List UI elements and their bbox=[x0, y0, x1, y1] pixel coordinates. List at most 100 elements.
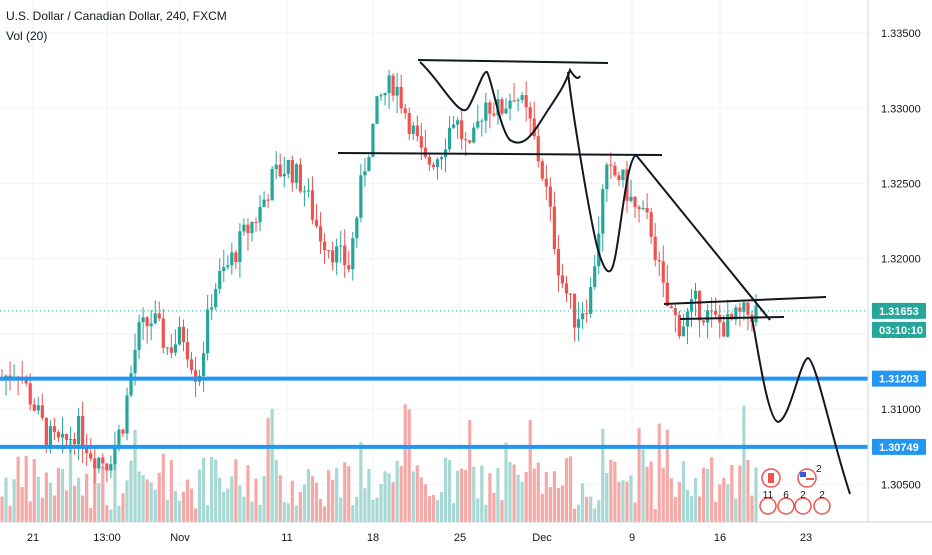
volume-bar bbox=[339, 497, 343, 522]
candle-body bbox=[185, 342, 190, 360]
candle-body bbox=[282, 173, 286, 177]
volume-bar bbox=[560, 485, 565, 522]
volume-bar bbox=[125, 480, 129, 522]
candle-body bbox=[560, 275, 565, 284]
candle-body bbox=[68, 438, 73, 440]
volume-bar bbox=[706, 468, 710, 522]
candle-body bbox=[367, 156, 371, 172]
volume-bar bbox=[476, 498, 480, 522]
volume-bar bbox=[294, 505, 298, 522]
volume-bar bbox=[379, 483, 383, 522]
candle-body bbox=[36, 405, 40, 411]
candle-body bbox=[274, 164, 278, 170]
candle-body bbox=[576, 319, 581, 328]
volume-bar bbox=[738, 465, 742, 522]
volume-bar bbox=[12, 479, 16, 522]
volume-bar bbox=[314, 482, 319, 522]
candle-body bbox=[677, 314, 681, 337]
projection-drawing bbox=[567, 71, 637, 273]
volume-bar bbox=[697, 496, 702, 522]
volume-bar bbox=[48, 482, 52, 522]
candle-body bbox=[326, 250, 331, 252]
volume-bar bbox=[8, 505, 12, 522]
candle-body bbox=[697, 290, 702, 321]
volume-indicator-label: Vol (20) bbox=[6, 29, 48, 43]
candle-body bbox=[379, 95, 383, 97]
time-tick-label: 16 bbox=[714, 532, 726, 544]
volume-bar bbox=[359, 441, 363, 522]
candle-body bbox=[153, 313, 157, 324]
event-markers[interactable]: 211 6 2 2 bbox=[759, 464, 831, 515]
volume-bar bbox=[552, 471, 556, 522]
candle-body bbox=[480, 120, 484, 122]
candle-body bbox=[528, 107, 532, 119]
volume-bar bbox=[197, 469, 202, 522]
candle-body bbox=[653, 236, 657, 261]
candle-body bbox=[157, 313, 161, 319]
candle-body bbox=[617, 175, 621, 181]
candle-body bbox=[726, 314, 730, 337]
horizontal-levels[interactable] bbox=[0, 310, 868, 449]
volume-bar bbox=[456, 470, 460, 522]
candle-body bbox=[460, 120, 464, 140]
candle-body bbox=[189, 359, 194, 371]
candle-body bbox=[411, 125, 415, 135]
volume-bar bbox=[44, 472, 48, 522]
current-price-label: 1.31653 bbox=[879, 306, 919, 318]
volume-bar bbox=[97, 483, 101, 522]
volume-bar bbox=[68, 440, 73, 522]
volume-bar bbox=[536, 462, 540, 522]
volume-bar bbox=[60, 468, 65, 522]
volume-bar bbox=[64, 490, 69, 522]
volume-bar bbox=[81, 495, 85, 522]
candle-body bbox=[121, 429, 125, 434]
candle-body bbox=[238, 231, 242, 263]
candle-body bbox=[306, 190, 311, 192]
candle-body bbox=[593, 266, 597, 288]
candle-body bbox=[552, 206, 556, 250]
volume-bar bbox=[689, 496, 694, 522]
candle-body bbox=[451, 124, 456, 128]
candle-body bbox=[359, 175, 363, 218]
candle-body bbox=[585, 313, 589, 315]
volume-bar bbox=[742, 405, 746, 522]
candle-body bbox=[335, 246, 339, 263]
symbol-title: U.S. Dollar / Canadian Dollar, 240, FXCM bbox=[6, 9, 227, 23]
volume-bar bbox=[93, 463, 97, 522]
candle-body bbox=[613, 165, 617, 176]
candle-body bbox=[564, 283, 569, 294]
volume-bar bbox=[218, 477, 222, 522]
candle-body bbox=[419, 136, 423, 148]
volume-bar bbox=[439, 491, 444, 522]
candle-body bbox=[637, 207, 641, 210]
candle-body bbox=[117, 429, 121, 445]
candle-body bbox=[89, 453, 93, 459]
candle-body bbox=[258, 207, 262, 223]
volume-bar bbox=[306, 469, 311, 522]
maple-leaf-icon bbox=[768, 473, 774, 483]
volume-bar bbox=[318, 498, 323, 522]
volume-bar bbox=[262, 475, 266, 522]
time-tick-label: 18 bbox=[367, 532, 379, 544]
volume-bar bbox=[302, 484, 307, 522]
price-axis-bg bbox=[868, 0, 932, 550]
volume-bar bbox=[16, 456, 20, 522]
time-tick-label: 11 bbox=[281, 532, 292, 544]
candle-body bbox=[649, 212, 653, 237]
volume-bar bbox=[322, 506, 327, 522]
time-tick-label: 9 bbox=[629, 532, 635, 544]
volume-bar bbox=[282, 502, 286, 522]
volume-bar bbox=[121, 493, 125, 522]
trend-drawings[interactable] bbox=[337, 59, 851, 495]
price-candles bbox=[0, 70, 758, 484]
candle-body bbox=[427, 156, 432, 165]
volume-bar bbox=[399, 466, 403, 522]
volume-bar bbox=[544, 471, 548, 522]
volume-bar bbox=[435, 500, 440, 522]
candle-body bbox=[137, 322, 141, 350]
volume-bar bbox=[722, 477, 726, 522]
volume-bar bbox=[734, 498, 738, 522]
